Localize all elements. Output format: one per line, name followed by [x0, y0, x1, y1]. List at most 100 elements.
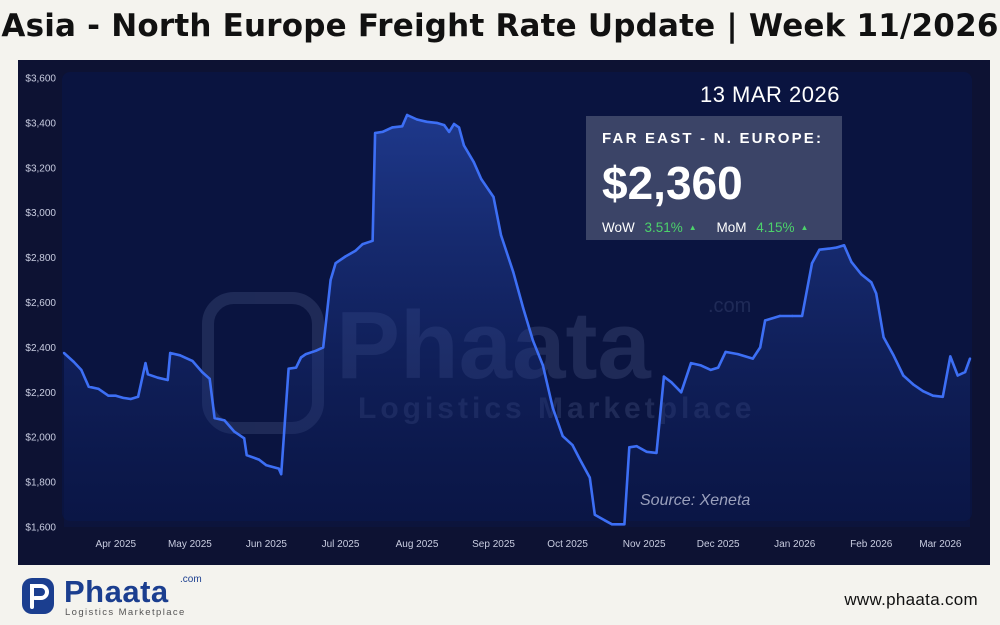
data-point	[361, 242, 364, 246]
data-point	[97, 387, 100, 391]
data-point	[146, 373, 150, 376]
footer-logo[interactable]: Phaata .com Logistics Marketplace	[20, 574, 220, 618]
data-point	[178, 354, 182, 357]
data-point	[62, 351, 66, 355]
data-point	[870, 281, 873, 284]
data-point	[941, 395, 944, 398]
data-point	[818, 248, 821, 251]
data-point	[233, 430, 236, 433]
data-point	[892, 354, 895, 357]
data-point	[645, 450, 648, 453]
x-tick-label: Aug 2025	[396, 539, 439, 550]
footer-url[interactable]: www.phaata.com	[844, 590, 978, 609]
data-point	[257, 458, 261, 461]
y-tick-label: $3,400	[25, 118, 56, 129]
mom-up-icon: ▲	[800, 223, 809, 232]
y-axis: $1,600 $1,800 $2,000 $2,200 $2,400 $2,600 $2,8…	[25, 74, 56, 534]
data-point	[842, 244, 846, 247]
data-point	[107, 394, 110, 397]
data-point	[902, 374, 905, 377]
data-point	[114, 394, 118, 397]
data-point	[452, 122, 456, 126]
data-point	[751, 357, 754, 360]
data-point	[588, 476, 591, 479]
data-point	[541, 364, 545, 367]
data-point	[835, 246, 838, 249]
data-point	[724, 350, 727, 354]
data-point	[156, 376, 159, 379]
y-tick-label: $3,000	[25, 208, 56, 219]
stat-box: FAR EAST - N. EUROPE: $2,360 WoW 3.51% ▲ …	[586, 116, 842, 240]
y-tick-label: $2,000	[25, 433, 56, 444]
watermark-com: .com	[708, 295, 751, 317]
data-point	[578, 458, 582, 461]
data-point	[828, 247, 831, 250]
data-point	[72, 360, 76, 364]
data-point	[122, 396, 125, 400]
data-point	[166, 378, 169, 382]
data-point	[921, 390, 925, 393]
data-point	[689, 361, 693, 365]
data-point	[243, 437, 246, 440]
data-point	[778, 314, 782, 318]
data-point	[670, 381, 673, 384]
data-point	[860, 273, 863, 276]
data-point	[381, 130, 384, 134]
data-point	[763, 319, 767, 322]
data-point	[223, 419, 226, 422]
data-point	[201, 370, 204, 374]
chart-frame: Phaata .com Logistics Marketplace $1,600…	[18, 60, 990, 565]
data-point	[709, 368, 712, 372]
data-point	[875, 292, 878, 295]
data-point	[213, 416, 216, 420]
data-point	[850, 260, 853, 264]
data-point	[277, 467, 280, 470]
price-value: $2,360	[602, 157, 743, 209]
data-point	[736, 352, 740, 356]
data-point	[968, 357, 972, 360]
chart-svg: Phaata .com Logistics Marketplace $1,600…	[25, 72, 972, 550]
data-point	[443, 123, 446, 127]
data-point	[457, 126, 461, 129]
data-point	[655, 451, 658, 455]
data-point	[931, 394, 935, 397]
data-point	[329, 278, 332, 282]
x-axis: Apr 2025 May 2025 Jun 2025 Jul 2025 Aug 2025…	[96, 539, 962, 550]
data-point	[373, 131, 377, 135]
data-point	[472, 161, 475, 164]
data-point	[492, 195, 495, 199]
wow-value: 3.51%	[644, 220, 683, 235]
data-point	[80, 368, 83, 372]
data-point	[628, 446, 631, 449]
data-point	[299, 356, 303, 359]
data-point	[322, 346, 325, 349]
route-label: FAR EAST - N. EUROPE:	[602, 130, 824, 147]
date-label: 13 MAR 2026	[699, 82, 840, 107]
y-tick-label: $1,600	[25, 523, 56, 534]
logo-tagline: Logistics Marketplace	[65, 607, 186, 618]
series-points	[62, 113, 972, 526]
x-tick-label: Oct 2025	[547, 539, 588, 550]
data-point	[623, 523, 626, 526]
page-title: Asia - North Europe Freight Rate Update …	[1, 8, 999, 44]
data-point	[169, 351, 172, 355]
data-point	[334, 262, 337, 265]
y-tick-label: $2,200	[25, 388, 56, 399]
data-point	[144, 361, 147, 365]
y-tick-label: $2,600	[25, 298, 56, 309]
data-point	[963, 370, 967, 374]
wow-up-icon: ▲	[688, 223, 697, 232]
x-tick-label: Apr 2025	[96, 539, 137, 550]
data-point	[415, 118, 419, 121]
logo-com: .com	[180, 574, 202, 585]
data-point	[810, 262, 814, 265]
data-point	[371, 239, 374, 242]
source-label: Source: Xeneta	[640, 492, 751, 509]
x-tick-label: Mar 2026	[919, 539, 962, 550]
data-point	[912, 383, 915, 386]
x-tick-label: Jul 2025	[322, 539, 360, 550]
logo-text: Phaata	[64, 574, 169, 609]
data-point	[354, 249, 357, 253]
change-row: WoW 3.51% ▲ MoM 4.15% ▲	[602, 220, 808, 235]
data-point	[287, 367, 290, 370]
